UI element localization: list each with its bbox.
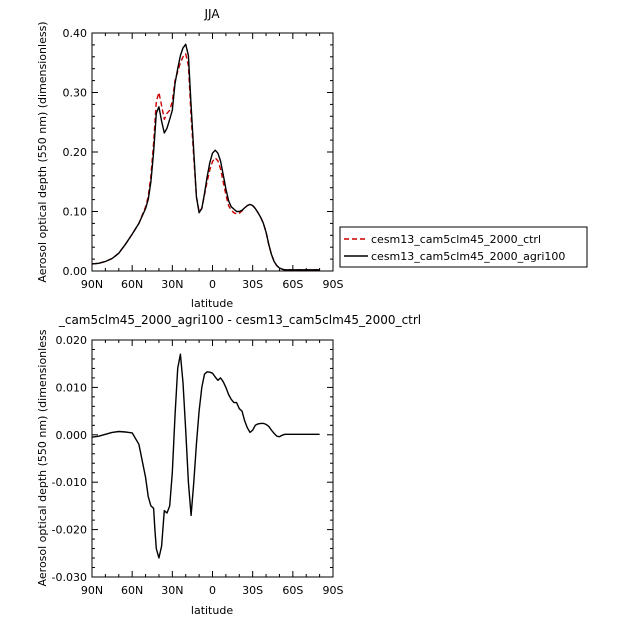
top-xlabel: latitude [191, 297, 233, 310]
bottom-ytick-label: 0.000 [56, 429, 88, 442]
bottom-xtick-label: 30N [161, 584, 183, 597]
top-ytick-label: 0.00 [63, 265, 88, 278]
top-xtick-label: 60S [282, 278, 303, 291]
top-series-line-1 [91, 43, 320, 271]
top-ylabel: Aerosol optical depth (550 nm) (dimensio… [36, 21, 49, 282]
top-chart-title: JJA [203, 7, 220, 21]
bottom-xtick-label: 60S [282, 584, 303, 597]
bottom-xtick-label: 30S [242, 584, 263, 597]
top-xtick-label: 0 [209, 278, 216, 291]
top-xtick-label: 90S [323, 278, 344, 291]
bottom-ytick-label: -0.010 [52, 476, 87, 489]
top-xtick-label: 30N [161, 278, 183, 291]
top-ytick-label: 0.30 [63, 87, 88, 100]
bottom-xlabel: latitude [191, 604, 233, 617]
bottom-ytick-label: -0.020 [52, 524, 87, 537]
top-panel: JJA Aerosol optical depth (550 nm) (dime… [36, 7, 344, 310]
bottom-chart-title: _cam5clm45_2000_agri100 - cesm13_cam5clm… [58, 313, 421, 327]
bottom-xtick-label: 90N [81, 584, 103, 597]
bottom-xtick-label: 0 [209, 584, 216, 597]
legend-box [339, 226, 588, 268]
bottom-ytick-label: 0.010 [56, 381, 88, 394]
bottom-ylabel: Aerosol optical depth (550 nm) (dimensio… [36, 329, 49, 586]
bottom-ytick-label: 0.020 [56, 334, 88, 347]
top-ytick-label: 0.40 [63, 27, 88, 40]
legend: cesm13_cam5clm45_2000_ctrl cesm13_cam5cl… [339, 226, 588, 268]
bottom-xtick-label: 60N [121, 584, 143, 597]
bottom-series-line-0 [91, 353, 320, 559]
bottom-panel: _cam5clm45_2000_agri100 - cesm13_cam5clm… [36, 313, 421, 617]
top-ytick-label: 0.20 [63, 146, 88, 159]
legend-ctrl-label: cesm13_cam5clm45_2000_ctrl [371, 233, 541, 246]
top-ytick-label: 0.10 [63, 206, 88, 219]
bottom-plot-frame [91, 339, 334, 578]
top-series-line-0 [91, 53, 320, 271]
bottom-ytick-label: -0.030 [52, 571, 87, 584]
top-plot-frame [91, 32, 334, 272]
legend-agri-label: cesm13_cam5clm45_2000_agri100 [371, 250, 565, 263]
top-xtick-label: 30S [242, 278, 263, 291]
top-xtick-label: 90N [81, 278, 103, 291]
bottom-xtick-label: 90S [323, 584, 344, 597]
top-xtick-label: 60N [121, 278, 143, 291]
